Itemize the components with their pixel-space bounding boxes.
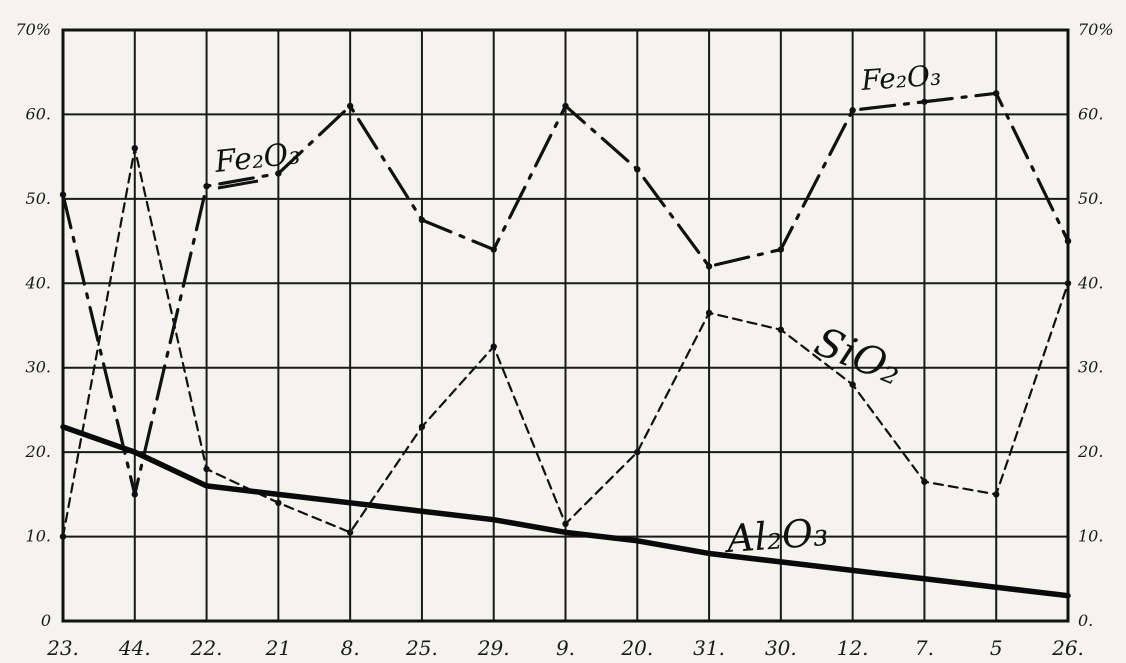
plot-frame [61, 28, 1070, 623]
data-point [849, 381, 856, 388]
y-tick-label-right: 50. [1078, 189, 1103, 208]
x-tick-label: 44. [118, 636, 151, 660]
series-label-sio2: SiO₂ [808, 319, 908, 395]
data-point [275, 499, 282, 506]
data-point [705, 263, 713, 270]
x-tick-label: 29. [477, 636, 510, 660]
y-axis-left: 70% 60. 50. 40. 30. 20. 10. 0 [15, 20, 51, 630]
y-tick-label-right: 20. [1077, 442, 1103, 461]
series-line-2 [60, 424, 1071, 599]
x-tick-label: 30. [765, 636, 797, 660]
y-tick-label-left: 20. [25, 442, 51, 461]
y-tick-label-right: 60. [1078, 104, 1103, 123]
y-tick-label-right: 70% [1078, 20, 1114, 39]
data-point [131, 491, 138, 498]
data-point [203, 182, 210, 190]
x-tick-label: 26. [1051, 636, 1084, 660]
data-point [203, 465, 210, 473]
data-point [131, 145, 138, 152]
x-tick-label: 7. [915, 636, 934, 660]
data-point [921, 98, 928, 105]
series-label-fe2o3-2: Fe₂O₃ [859, 58, 942, 97]
x-axis: 23. 44. 22. 21 8. 25. 29. 9. 20. 31. 30. 12. 7. 5 26. [46, 636, 1084, 660]
y-tick-label-left: 10. [26, 527, 51, 546]
data-point [562, 102, 569, 110]
data-point [921, 478, 928, 485]
x-tick-label: 8. [341, 636, 360, 660]
label-underline [217, 179, 259, 190]
y-axis-right: 70% 60. 50. 40. 30. 20. 10. 0. [1077, 20, 1114, 630]
y-tick-label-right: 0. [1078, 611, 1093, 630]
x-tick-label: 31. [693, 636, 725, 660]
x-tick-label: 9. [556, 636, 575, 660]
data-point [59, 533, 67, 540]
x-tick-label: 12. [837, 636, 869, 660]
series-label-fe2o3: Fe₂O₃ [212, 136, 302, 180]
y-tick-label-left: 30. [26, 358, 51, 377]
data-point [777, 326, 785, 333]
data-point [993, 491, 1000, 498]
series-label-al2o3: Al₂O₃ [723, 510, 830, 561]
y-tick-label-right: 10. [1078, 527, 1103, 546]
data-point [59, 191, 67, 198]
data-point [634, 166, 641, 173]
y-tick-label-left: 60. [26, 104, 51, 123]
data-point [346, 102, 354, 110]
y-tick-label-right: 30. [1078, 358, 1103, 377]
x-tick-label: 25. [405, 636, 438, 660]
data-point [1064, 280, 1072, 287]
data-point [490, 343, 497, 350]
series-labels: Fe₂O₃ Fe₂O₃ SiO₂ Al₂O₃ [212, 58, 942, 561]
y-tick-label-left: 70% [15, 20, 51, 39]
x-tick-label: 21 [265, 636, 291, 660]
data-point [1064, 237, 1072, 245]
y-tick-label-left: 0 [41, 611, 51, 630]
data-point [275, 170, 282, 177]
x-tick-label: 5 [990, 636, 1003, 660]
y-tick-label-left: 40. [25, 273, 51, 292]
data-point [993, 90, 1000, 97]
data-point [634, 448, 641, 456]
data-point [777, 246, 785, 253]
data-point [418, 216, 426, 224]
y-tick-label-right: 40. [1077, 273, 1103, 292]
y-tick-label-left: 50. [26, 189, 51, 208]
x-tick-label: 20. [620, 636, 653, 660]
data-point [418, 423, 426, 431]
data-point [490, 246, 497, 253]
data-point [346, 529, 354, 536]
grid [61, 28, 1070, 623]
data-point [705, 309, 713, 317]
data-point [562, 520, 569, 528]
x-tick-label: 23. [46, 636, 79, 660]
data-point [849, 107, 856, 114]
series-group [59, 90, 1072, 599]
x-tick-label: 22. [190, 636, 223, 660]
